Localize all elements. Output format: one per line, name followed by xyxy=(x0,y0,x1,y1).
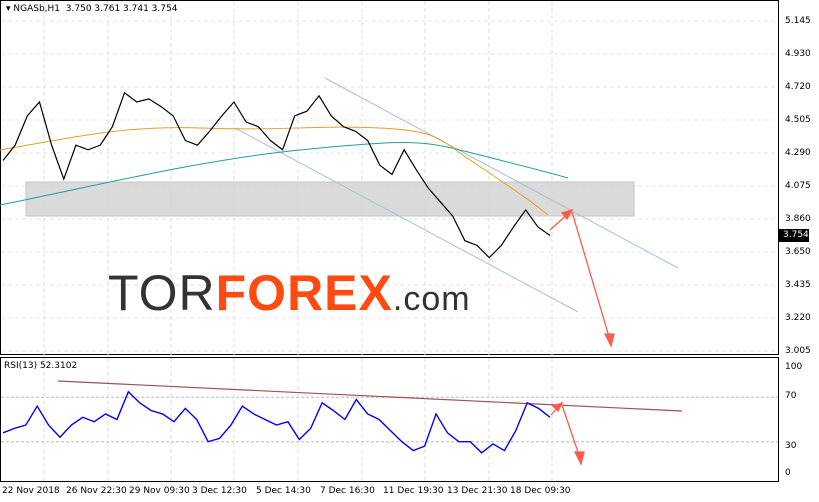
price-tick: 3.220 xyxy=(785,313,811,323)
current-price-marker xyxy=(779,229,809,242)
main-chart-frame xyxy=(0,0,779,355)
price-tick: 4.930 xyxy=(785,49,811,59)
rsi-tick: 0 xyxy=(785,468,791,478)
time-tick: 29 Nov 09:30 xyxy=(129,486,190,496)
time-tick: 3 Dec 12:30 xyxy=(192,486,247,496)
price-tick: 3.005 xyxy=(785,346,811,356)
price-tick: 3.650 xyxy=(785,247,811,257)
symbol: NGASb,H1 xyxy=(13,4,61,14)
ma-slow-line xyxy=(0,142,569,206)
time-tick: 11 Dec 19:30 xyxy=(383,486,444,496)
torforex-logo: TORFOREX.com xyxy=(108,265,471,321)
price-tick: 3.435 xyxy=(785,280,811,290)
time-tick: 26 Nov 22:30 xyxy=(66,486,127,496)
price-tick: 4.075 xyxy=(785,181,811,191)
resistance-zone xyxy=(25,181,635,217)
rsi-tick: 30 xyxy=(785,441,797,451)
grid xyxy=(1,1,778,481)
price-tick: 4.720 xyxy=(785,82,811,92)
price-tick: 4.290 xyxy=(785,148,811,158)
rsi-label: RSI(13) 52.3102 xyxy=(4,361,78,371)
channel-lower xyxy=(234,127,579,313)
price-line xyxy=(2,91,551,259)
channel-upper xyxy=(324,77,679,269)
current-price-label: 3.754 xyxy=(783,230,809,240)
time-tick: 22 Nov 2018 xyxy=(2,486,60,496)
time-tick: 18 Dec 09:30 xyxy=(510,486,571,496)
price-tick: 4.505 xyxy=(785,115,811,125)
forecast-arrows xyxy=(549,208,615,466)
rsi-trendline xyxy=(57,380,683,412)
price-tick: 5.145 xyxy=(785,16,811,26)
rsi-line xyxy=(2,390,551,454)
symbol-header: ▾ NGASb,H1 3.750 3.761 3.741 3.754 xyxy=(6,4,178,14)
ohlc-values: 3.750 3.761 3.741 3.754 xyxy=(65,4,178,14)
time-tick: 13 Dec 21:30 xyxy=(447,486,508,496)
rsi-frame xyxy=(0,357,779,482)
rsi-tick: 70 xyxy=(785,391,797,401)
price-tick: 3.860 xyxy=(785,214,811,224)
time-tick: 7 Dec 16:30 xyxy=(320,486,375,496)
rsi-tick: 100 xyxy=(785,362,803,372)
time-tick: 5 Dec 14:30 xyxy=(256,486,311,496)
